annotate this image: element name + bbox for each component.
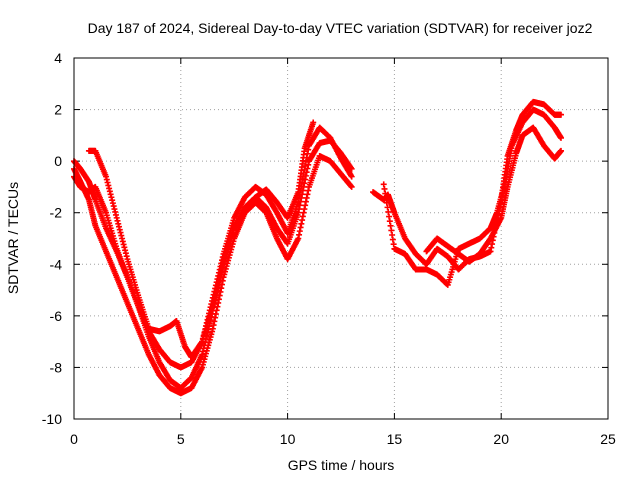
y-tick-label: -6 xyxy=(50,308,63,324)
x-axis-label: GPS time / hours xyxy=(288,457,395,473)
data-point xyxy=(348,183,355,190)
chart-title: Day 187 of 2024, Sidereal Day-to-day VTE… xyxy=(88,20,593,36)
data-point xyxy=(310,119,317,126)
data-point xyxy=(348,173,355,180)
series-track-6 xyxy=(380,106,565,288)
x-tick-label: 5 xyxy=(177,431,185,447)
data-points xyxy=(71,98,565,397)
data-point xyxy=(558,147,565,154)
y-tick-label: 2 xyxy=(54,102,62,118)
plot-frame xyxy=(73,57,609,420)
y-tick-label: 0 xyxy=(54,153,62,169)
x-tick-label: 15 xyxy=(387,431,403,447)
x-tick-label: 20 xyxy=(493,431,509,447)
y-tick-label: -4 xyxy=(50,256,63,272)
data-point xyxy=(558,111,565,118)
y-tick-label: 4 xyxy=(54,50,62,66)
series-track-1 xyxy=(71,152,355,397)
axis-ticks: 0 5 10 15 20 25 -10 -8 -6 -4 -2 0 2 4 xyxy=(42,50,616,447)
series-track-7 xyxy=(423,124,565,265)
y-tick-label: -8 xyxy=(50,359,63,375)
y-tick-label: -2 xyxy=(50,205,63,221)
data-point xyxy=(558,134,565,141)
x-tick-label: 0 xyxy=(70,431,78,447)
y-tick-label: -10 xyxy=(42,411,62,427)
x-tick-label: 25 xyxy=(600,431,616,447)
series-track-4 xyxy=(85,119,317,361)
y-axis-label: SDTVAR / TECUs xyxy=(5,182,21,294)
x-tick-label: 10 xyxy=(280,431,296,447)
